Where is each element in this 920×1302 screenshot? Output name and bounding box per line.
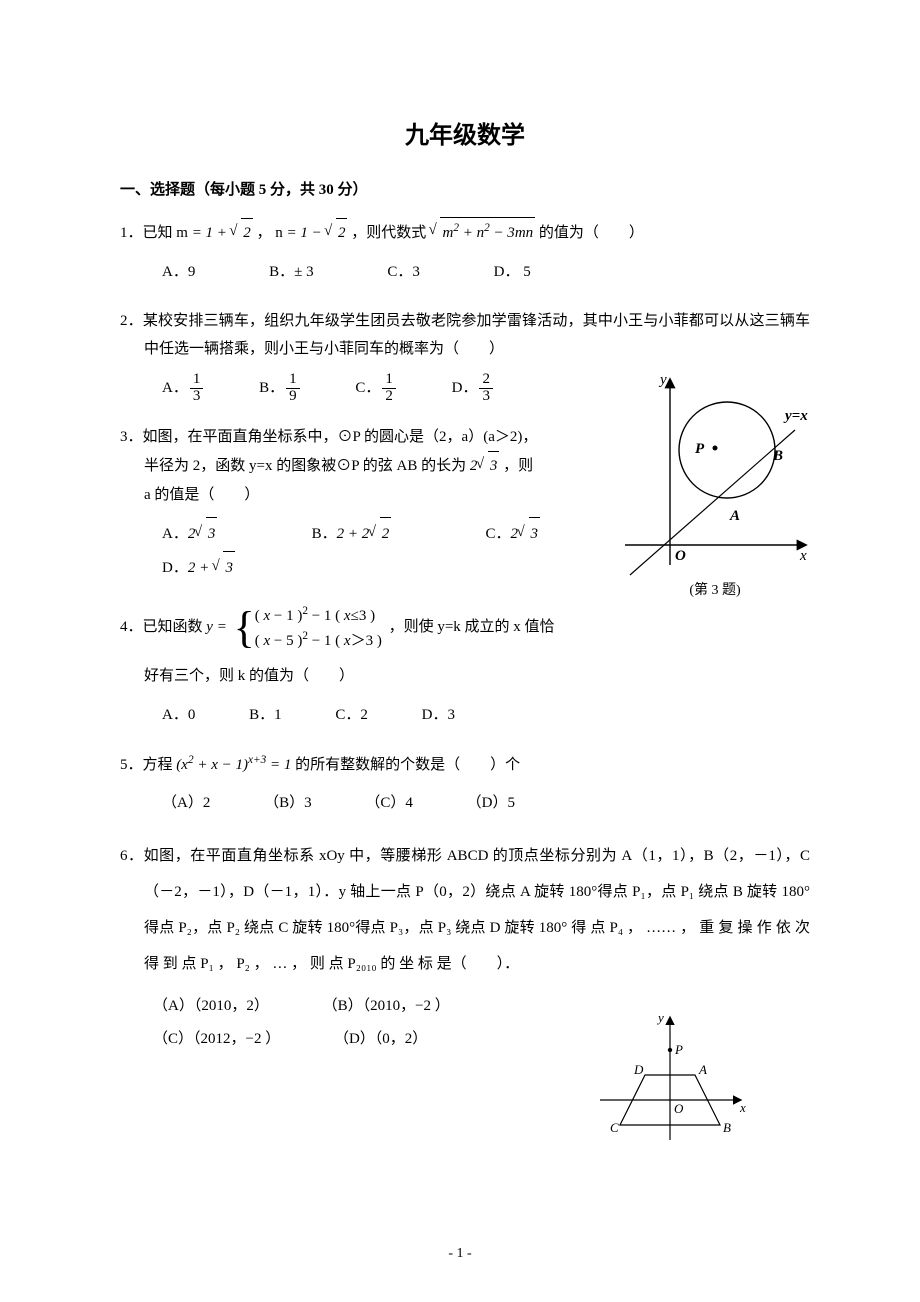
- q5-opt-c: （C）4: [365, 787, 413, 820]
- fig3-a-label: A: [729, 508, 740, 524]
- q1-choices: A．9 B．± 3 C．3 D． 5: [162, 256, 810, 289]
- q1-root: m2 + n2 − 3mn: [430, 225, 535, 241]
- question-4: 4．已知函数 y = { ( x − 1 )2 − 1 ( x≤3 ) ( x …: [120, 603, 810, 732]
- q2-opt-a: A．13: [162, 372, 205, 405]
- fig6-b-label: B: [723, 1120, 731, 1135]
- q5-opt-a: （A）2: [162, 787, 210, 820]
- q3-opt-a: A．23: [162, 517, 217, 551]
- q5-opt-b: （B）3: [264, 787, 312, 820]
- fig6-o-label: O: [674, 1101, 684, 1116]
- q4-opt-d: D．3: [422, 699, 455, 732]
- fig6-p-label: P: [674, 1042, 683, 1057]
- q3-opt-c: C．23: [485, 517, 540, 551]
- q1-stem-pre: 1．已知: [120, 225, 176, 241]
- q4-pre: 4．已知函数: [120, 619, 206, 635]
- q6-opt-c: （C）（2012，−2 ）: [153, 1023, 280, 1056]
- question-1: 1．已知 m = 1 + 2 ， n = 1 − 2 ，则代数式 m2 + n2…: [120, 217, 810, 289]
- q4-case2: ( x − 5 )2 − 1 ( x＞3 ): [255, 628, 382, 653]
- page-title: 九年级数学: [120, 115, 810, 150]
- q4-case1: ( x − 1 )2 − 1 ( x≤3 ): [255, 603, 382, 628]
- q3-line1: 3．如图，在平面直角坐标系中，⊙P 的圆心是（2，a）(a＞2)，: [120, 423, 580, 452]
- figure-q3: y x O y=x P A B (第 3 题): [615, 370, 815, 580]
- q1-post: 的值为（ ）: [539, 225, 644, 241]
- fig6-a-label: A: [698, 1062, 707, 1077]
- q2-stem: 2．某校安排三辆车，组织九年级学生团员去敬老院参加学雷锋活动，其中小王与小菲都可…: [120, 307, 810, 364]
- q3-opt-d: D．2 + 3: [162, 551, 235, 585]
- q1-c1: ，: [256, 225, 271, 241]
- q1-opt-d: D． 5: [494, 256, 531, 289]
- q6-stem: 6．如图，在平面直角坐标系 xOy 中，等腰梯形 ABCD 的顶点坐标分别为 A…: [120, 838, 810, 982]
- fig3-yx-label: y=x: [783, 408, 808, 424]
- q5-pre: 5．方程: [120, 757, 173, 773]
- q3-choices: A．23 B．2 + 22 C．23 D．2 + 3: [162, 517, 580, 585]
- q4-opt-a: A．0: [162, 699, 195, 732]
- q4-piecewise: { ( x − 1 )2 − 1 ( x≤3 ) ( x − 5 )2 − 1 …: [234, 603, 382, 652]
- fig6-c-label: C: [610, 1120, 619, 1135]
- q5-expr: (x2 + x − 1)x+3 = 1: [176, 757, 291, 773]
- fig3-b-label: B: [772, 448, 783, 464]
- q3-two-root3: 23: [470, 458, 500, 474]
- q2-opt-b: B．19: [259, 372, 302, 405]
- fig6-y-label: y: [656, 1010, 664, 1025]
- section-heading: 一、选择题（每小题 5 分，共 30 分）: [120, 178, 810, 199]
- page: 九年级数学 一、选择题（每小题 5 分，共 30 分） 1．已知 m = 1 +…: [0, 0, 920, 1302]
- q1-opt-b: B．± 3: [269, 256, 314, 289]
- q1-opt-c: C．3: [387, 256, 420, 289]
- q4-yeq: y =: [206, 619, 227, 635]
- q3-opt-b: B．2 + 22: [312, 517, 392, 551]
- q4-mid: ，则使 y=k 成立的 x 值恰: [389, 619, 555, 635]
- fig3-p-label: P: [695, 441, 705, 457]
- question-5: 5．方程 (x2 + x − 1)x+3 = 1 的所有整数解的个数是（ ）个 …: [120, 750, 810, 821]
- fig6-d-label: D: [633, 1062, 644, 1077]
- fig3-caption: (第 3 题): [615, 579, 815, 599]
- q3-line2: 半径为 2，函数 y=x 的图象被⊙P 的弦 AB 的长为 23 ，则: [120, 451, 580, 481]
- fig3-x-label: x: [799, 548, 807, 564]
- q2-opt-c: C．12: [355, 372, 398, 405]
- q1-n: n = 1 − 2: [275, 225, 347, 241]
- fig6-x-label: x: [739, 1100, 746, 1115]
- q2-opt-d: D．23: [452, 372, 495, 405]
- q4-opt-b: B．1: [249, 699, 282, 732]
- q5-opt-d: （D）5: [467, 787, 515, 820]
- q6-opt-b: （B）（2010，−2 ）: [323, 990, 450, 1023]
- fig3-y-label: y: [658, 372, 667, 388]
- q1-m: m = 1 + 2: [176, 225, 252, 241]
- q1-mid: ，则代数式: [351, 225, 426, 241]
- q1-opt-a: A．9: [162, 256, 195, 289]
- q6-opt-d: （D）（0，2）: [334, 1023, 427, 1056]
- fig3-o-label: O: [675, 548, 686, 564]
- page-number: - 1 -: [0, 1246, 920, 1262]
- q4-line2: 好有三个，则 k 的值为（ ）: [120, 662, 810, 691]
- figure-q6: y x P O A B C D: [590, 1010, 750, 1150]
- q3-line3: a 的值是（ ）: [120, 481, 580, 510]
- q6-opt-a: （A）（2010，2）: [153, 990, 269, 1023]
- q4-choices: A．0 B．1 C．2 D．3: [162, 699, 810, 732]
- q5-post: 的所有整数解的个数是（ ）个: [295, 757, 520, 773]
- q4-opt-c: C．2: [335, 699, 368, 732]
- q5-choices: （A）2 （B）3 （C）4 （D）5: [162, 787, 810, 820]
